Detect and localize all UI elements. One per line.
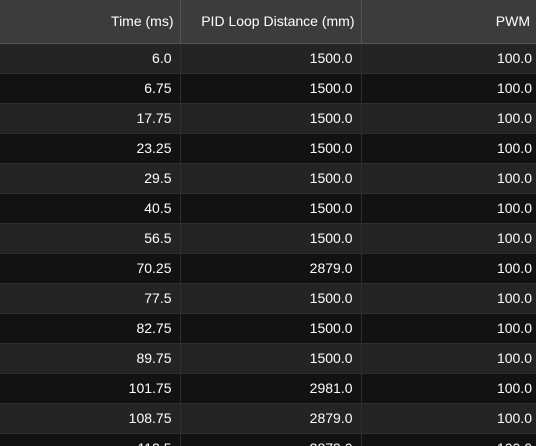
table-row[interactable]: 29.5 1500.0 100.0 (0, 163, 536, 194)
pwm-cell: 100.0 (361, 433, 536, 446)
time-cell: 101.75 (0, 373, 181, 404)
column-header-pid-loop-distance[interactable]: PID Loop Distance (mm) (180, 0, 362, 44)
pid-loop-distance-cell: 1500.0 (180, 103, 362, 134)
pwm-cell: 100.0 (361, 43, 536, 74)
pwm-cell: 100.0 (361, 133, 536, 164)
table-row[interactable]: 17.75 1500.0 100.0 (0, 103, 536, 134)
table-row[interactable]: 101.75 2981.0 100.0 (0, 373, 536, 404)
table-row[interactable]: 6.0 1500.0 100.0 (0, 43, 536, 74)
table-row[interactable]: 23.25 1500.0 100.0 (0, 133, 536, 164)
pwm-cell: 100.0 (361, 343, 536, 374)
time-cell: 89.75 (0, 343, 181, 374)
pid-loop-distance-cell: 1500.0 (180, 223, 362, 254)
table-row[interactable]: 89.75 1500.0 100.0 (0, 343, 536, 374)
table-row[interactable]: 6.75 1500.0 100.0 (0, 73, 536, 104)
pid-loop-distance-cell: 2981.0 (180, 373, 362, 404)
time-cell: 112.5 (0, 433, 181, 446)
table-row[interactable]: 77.5 1500.0 100.0 (0, 283, 536, 314)
pid-loop-distance-cell: 2879.0 (180, 433, 362, 446)
time-cell: 29.5 (0, 163, 181, 194)
table-row[interactable]: 82.75 1500.0 100.0 (0, 313, 536, 344)
pwm-cell: 100.0 (361, 253, 536, 284)
pwm-cell: 100.0 (361, 283, 536, 314)
pwm-cell: 100.0 (361, 313, 536, 344)
column-header-pwm[interactable]: PWM (361, 0, 536, 44)
pid-loop-distance-cell: 1500.0 (180, 283, 362, 314)
time-cell: 6.0 (0, 43, 181, 74)
pid-loop-distance-cell: 1500.0 (180, 43, 362, 74)
table-body: 6.0 1500.0 100.0 6.75 1500.0 100.0 17.75 1500.0… (0, 43, 536, 446)
table-row[interactable]: 70.25 2879.0 100.0 (0, 253, 536, 284)
pid-loop-distance-cell: 2879.0 (180, 403, 362, 434)
pwm-cell: 100.0 (361, 163, 536, 194)
pwm-cell: 100.0 (361, 73, 536, 104)
table-row[interactable]: 56.5 1500.0 100.0 (0, 223, 536, 254)
pid-loop-distance-cell: 2879.0 (180, 253, 362, 284)
table-header-row: Time (ms) PID Loop Distance (mm) PWM (0, 0, 536, 44)
time-cell: 70.25 (0, 253, 181, 284)
time-cell: 6.75 (0, 73, 181, 104)
pid-loop-distance-cell: 1500.0 (180, 73, 362, 104)
pwm-cell: 100.0 (361, 223, 536, 254)
time-cell: 40.5 (0, 193, 181, 224)
pid-loop-distance-cell: 1500.0 (180, 163, 362, 194)
table-row[interactable]: 40.5 1500.0 100.0 (0, 193, 536, 224)
time-cell: 77.5 (0, 283, 181, 314)
pid-loop-distance-cell: 1500.0 (180, 313, 362, 344)
pid-loop-distance-cell: 1500.0 (180, 343, 362, 374)
pwm-cell: 100.0 (361, 103, 536, 134)
time-cell: 108.75 (0, 403, 181, 434)
pwm-cell: 100.0 (361, 193, 536, 224)
table-row[interactable]: 108.75 2879.0 100.0 (0, 403, 536, 434)
pid-loop-distance-cell: 1500.0 (180, 193, 362, 224)
time-cell: 56.5 (0, 223, 181, 254)
time-cell: 17.75 (0, 103, 181, 134)
pid-loop-distance-cell: 1500.0 (180, 133, 362, 164)
pwm-cell: 100.0 (361, 373, 536, 404)
time-cell: 23.25 (0, 133, 181, 164)
pwm-cell: 100.0 (361, 403, 536, 434)
time-cell: 82.75 (0, 313, 181, 344)
column-header-time[interactable]: Time (ms) (0, 0, 181, 44)
